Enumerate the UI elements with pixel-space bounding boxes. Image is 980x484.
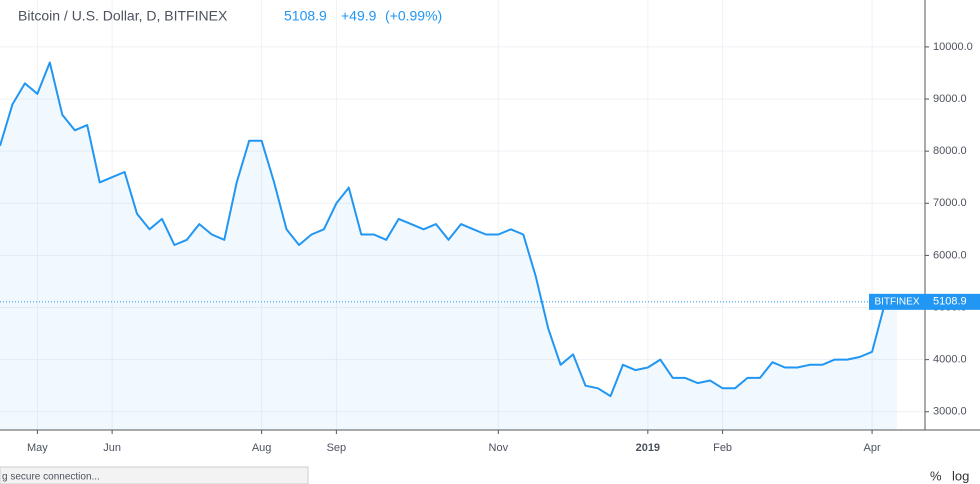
symbol-title: Bitcoin / U.S. Dollar, D, BITFINEX [18,8,228,24]
exchange-badge [869,293,925,310]
change: +49.9 [341,8,377,24]
x-tick-label: Nov [489,442,509,454]
x-tick-label: Feb [713,442,732,454]
plot-bg [0,0,925,430]
x-tick-label: May [27,442,48,454]
y-tick-label: 9000.0 [933,93,967,105]
scale-button[interactable]: % [930,468,942,483]
price-badge-label: 5108.9 [933,296,967,308]
x-tick-label: 2019 [636,442,660,454]
status-bar [0,466,309,484]
last-price: 5108.9 [284,8,327,24]
x-tick-label: Sep [327,442,347,454]
plot [0,61,925,430]
x-tick-label: Jun [103,442,121,454]
x-tick-label: Apr [864,442,881,454]
price-line [0,61,898,398]
scale-button[interactable]: log [952,468,969,483]
y-tick-label: 7000.0 [933,197,967,209]
area [0,62,897,430]
change-pct: (+0.99%) [385,8,442,24]
status-text: g secure connection... [2,472,100,483]
exchange-label: BITFINEX [874,296,919,307]
y-tick-label: 10000.0 [933,41,973,53]
price-badge [925,293,980,310]
y-tick-label: 3000.0 [933,406,967,418]
x-tick-label: Aug [252,442,272,454]
axes: 3000.04000.05000.06000.07000.08000.09000… [27,41,980,454]
grid [0,0,925,430]
y-tick-label: 8000.0 [933,145,967,157]
y-tick-label: 4000.0 [933,354,967,366]
y-tick-label: 6000.0 [933,249,967,261]
